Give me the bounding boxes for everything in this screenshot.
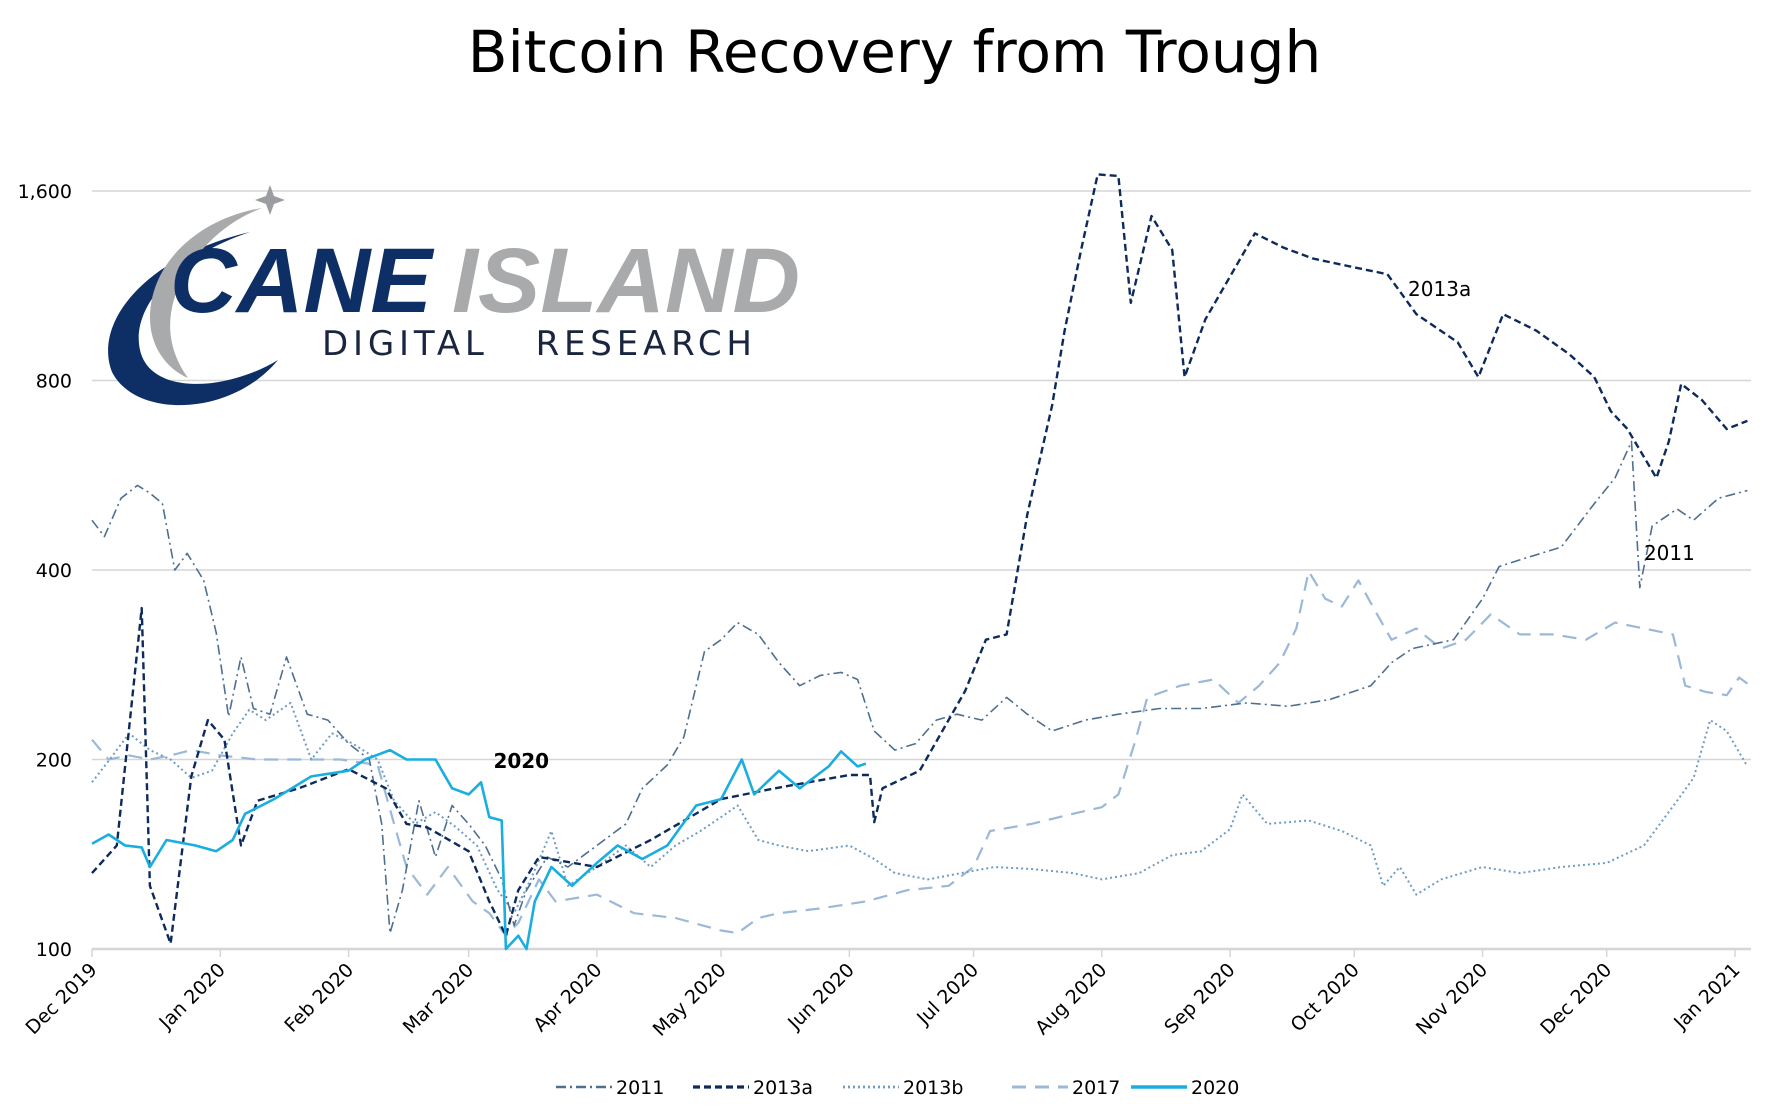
- x-tick-label: Nov 2020: [1412, 959, 1492, 1039]
- legend-label: 2011: [616, 1077, 664, 1099]
- logo-word-cane: CANE: [170, 230, 435, 332]
- series-line-2017: [91, 570, 1749, 937]
- logo-star-icon: [255, 185, 285, 215]
- legend-label: 2017: [1072, 1077, 1120, 1099]
- series-line-2013b: [91, 701, 1749, 915]
- legend-label: 2020: [1191, 1077, 1239, 1099]
- x-tick-label: Sep 2020: [1160, 959, 1239, 1038]
- legend-item-2020: 2020: [1131, 1077, 1239, 1099]
- legend-item-2013b: 2013b: [843, 1077, 963, 1099]
- series-lines: [91, 173, 1749, 951]
- logo-grey-crescent: [150, 208, 262, 378]
- logo-word-island: ISLAND: [452, 230, 800, 332]
- x-tick-label: Jan 2021: [1669, 959, 1744, 1034]
- legend-item-2011: 2011: [556, 1077, 664, 1099]
- y-tick-label: 400: [36, 560, 72, 582]
- legend-label: 2013a: [753, 1077, 813, 1099]
- legend-label: 2013b: [903, 1077, 963, 1099]
- y-axis-ticks: 100 200 400 800 1,600: [18, 181, 72, 961]
- x-tick-label: Mar 2020: [399, 959, 478, 1038]
- annotation-label: 2020: [493, 749, 549, 773]
- x-tick-label: Jul 2020: [912, 959, 983, 1030]
- x-tick-label: Aug 2020: [1031, 959, 1111, 1039]
- x-tick-label: May 2020: [649, 959, 731, 1041]
- y-tick-label: 1,600: [18, 181, 72, 203]
- series-line-2011: [91, 440, 1748, 934]
- x-tick-label: Dec 2020: [1536, 959, 1616, 1039]
- x-tick-label: Dec 2019: [22, 959, 102, 1039]
- x-axis-ticks: Dec 2019 Jan 2020 Feb 2020 Mar 2020 Apr 2020…: [22, 949, 1745, 1041]
- legend-item-2017: 2017: [1012, 1077, 1120, 1099]
- x-tick-label: Apr 2020: [529, 959, 606, 1036]
- x-tick-label: Oct 2020: [1287, 959, 1364, 1036]
- annotation-label: 2011: [1644, 541, 1695, 565]
- legend-item-2013a: 2013a: [693, 1077, 813, 1099]
- logo-navy-crescent: [108, 232, 278, 406]
- x-tick-label: Jun 2020: [783, 959, 859, 1035]
- logo-subtitle: DIGITAL RESEARCH: [322, 324, 752, 364]
- chart-title: Bitcoin Recovery from Trough: [467, 18, 1322, 86]
- cane-island-logo: CANE ISLAND DIGITAL RESEARCH: [108, 185, 800, 406]
- series-line-2013a: [91, 173, 1748, 945]
- y-tick-label: 800: [36, 371, 72, 393]
- annotations: 2020 2013a 2011: [493, 277, 1694, 773]
- legend: 2011 2013a 2013b 2017 2020: [556, 1077, 1239, 1099]
- y-tick-label: 100: [36, 939, 72, 961]
- series-line-2020: [91, 748, 867, 951]
- x-tick-label: Jan 2020: [154, 959, 229, 1034]
- annotation-label: 2013a: [1408, 277, 1471, 301]
- y-tick-label: 200: [36, 750, 72, 772]
- x-tick-label: Feb 2020: [280, 959, 358, 1037]
